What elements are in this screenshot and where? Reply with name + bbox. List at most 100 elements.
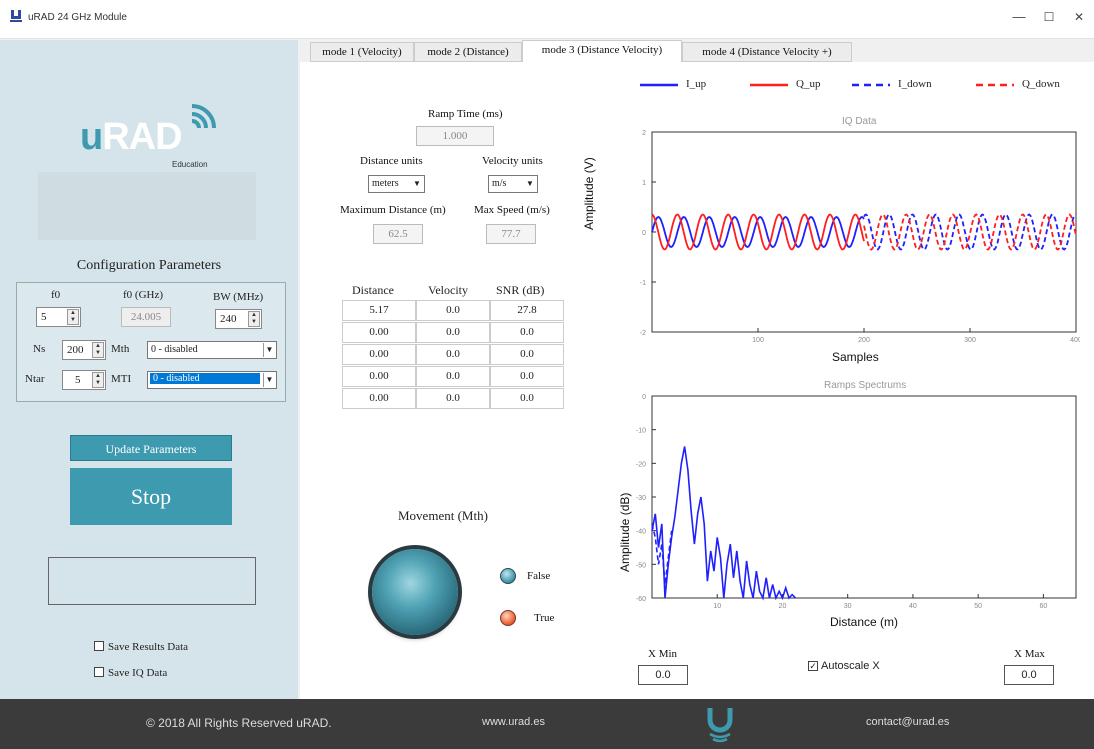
stop-button[interactable]: Stop: [70, 468, 232, 525]
window-title: uRAD 24 GHz Module: [28, 12, 127, 23]
minimize-button[interactable]: —: [1012, 9, 1026, 24]
true-label: True: [534, 612, 555, 624]
spectrum-xlabel: Distance (m): [830, 615, 899, 629]
bw-label: BW (MHz): [213, 291, 264, 303]
f0-label: f0: [51, 289, 61, 301]
mth-label: Mth: [111, 343, 130, 355]
update-parameters-button[interactable]: Update Parameters: [70, 435, 232, 461]
led-false-icon: [500, 568, 516, 584]
series-line-i-up: [651, 216, 865, 248]
x-tick-label: 20: [779, 603, 787, 610]
y-tick-label: 2: [642, 130, 646, 137]
xmin-input[interactable]: 0.0: [638, 665, 688, 685]
iq-xlabel: Samples: [832, 350, 879, 364]
main-panel: Ramp Time (ms) 1.000 Distance units Velo…: [300, 62, 1094, 699]
led-true-icon: [500, 610, 516, 626]
y-tick-label: -10: [636, 428, 646, 435]
ns-spinbox[interactable]: 200 ▲ ▼: [62, 340, 106, 360]
series-line-i-down: [651, 523, 673, 585]
chevron-down-icon[interactable]: ▼: [263, 343, 275, 357]
series-line-i-up: [651, 446, 797, 601]
y-tick-label: -2: [640, 330, 646, 337]
footer-contact[interactable]: contact@urad.es: [866, 716, 950, 728]
title-bar: uRAD 24 GHz Module — ☐ ✕: [0, 0, 1094, 39]
table-cell: 0.0: [490, 388, 564, 409]
y-tick-label: -40: [636, 529, 646, 536]
table-cell: 0.0: [416, 344, 490, 365]
save-iq-checkbox[interactable]: Save IQ Data: [94, 667, 167, 679]
f0ghz-label: f0 (GHz): [123, 289, 164, 301]
tab-mode-3[interactable]: mode 3 (Distance Velocity): [522, 40, 682, 63]
y-tick-label: 0: [642, 394, 646, 401]
spin-arrows-icon[interactable]: ▲ ▼: [92, 372, 104, 388]
ns-value: 200: [67, 344, 84, 356]
series-line-i-down: [863, 213, 1077, 251]
x-tick-label: 60: [1039, 603, 1047, 610]
mth-value: 0 - disabled: [151, 344, 198, 355]
col-header-distance: Distance: [352, 283, 394, 297]
f0-spinbox[interactable]: 5 ▲ ▼: [36, 307, 81, 327]
bw-spinbox[interactable]: 240 ▲ ▼: [215, 309, 262, 329]
tab-mode-4[interactable]: mode 4 (Distance Velocity +): [682, 42, 852, 62]
x-tick-label: 200: [858, 337, 870, 344]
plot-frame: [651, 395, 1077, 599]
distance-units-label: Distance units: [360, 155, 423, 167]
mth-select[interactable]: 0 - disabled ▼: [147, 341, 277, 359]
checkbox-icon[interactable]: [94, 667, 104, 677]
spin-arrows-icon[interactable]: ▲ ▼: [248, 311, 260, 327]
legend-q-up: Q_up: [796, 78, 821, 90]
spin-arrows-icon[interactable]: ▲ ▼: [67, 309, 79, 325]
max-distance-field: 62.5: [373, 224, 423, 244]
y-tick-label: -50: [636, 562, 646, 569]
table-cell: 0.0: [416, 300, 490, 321]
table-cell: 0.00: [342, 366, 416, 387]
mti-label: MTI: [111, 373, 132, 385]
message-box: [48, 557, 256, 605]
table-cell: 27.8: [490, 300, 564, 321]
table-cell: 0.0: [416, 388, 490, 409]
x-tick-label: 30: [844, 603, 852, 610]
table-cell: 5.17: [342, 300, 416, 321]
save-iq-label: Save IQ Data: [108, 667, 168, 679]
table-cell: 0.0: [416, 322, 490, 343]
chevron-down-icon[interactable]: ▼: [526, 179, 534, 188]
series-line-q-up: [651, 213, 865, 251]
xmax-input[interactable]: 0.0: [1004, 665, 1054, 685]
distance-units-select[interactable]: meters ▼: [368, 175, 425, 193]
velocity-units-value: m/s: [492, 178, 507, 189]
movement-title: Movement (Mth): [398, 508, 488, 523]
legend-i-up: I_up: [686, 78, 707, 90]
ns-label: Ns: [33, 343, 46, 355]
maximize-button[interactable]: ☐: [1043, 10, 1055, 24]
xmax-label: X Max: [1014, 648, 1045, 660]
x-tick-label: 100: [752, 337, 764, 344]
x-tick-label: 300: [964, 337, 976, 344]
save-results-checkbox[interactable]: Save Results Data: [94, 641, 188, 653]
spectrum-chart-title: Ramps Spectrums: [824, 380, 907, 391]
chevron-down-icon[interactable]: ▼: [413, 179, 421, 188]
footer-website[interactable]: www.urad.es: [482, 716, 545, 728]
col-header-velocity: Velocity: [428, 283, 468, 297]
y-tick-label: -1: [640, 280, 646, 287]
velocity-units-select[interactable]: m/s ▼: [488, 175, 538, 193]
table-cell: 0.0: [490, 366, 564, 387]
bw-value: 240: [220, 313, 237, 325]
f0ghz-field: 24.005: [121, 307, 171, 327]
y-tick-label: 0: [642, 230, 646, 237]
ntar-value: 5: [75, 374, 81, 386]
tab-mode-1[interactable]: mode 1 (Velocity): [310, 42, 414, 62]
autoscale-x-checkbox[interactable]: ✓ Autoscale X: [808, 660, 880, 672]
tab-mode-2[interactable]: mode 2 (Distance): [414, 42, 522, 62]
max-speed-field: 77.7: [486, 224, 536, 244]
spin-arrows-icon[interactable]: ▲ ▼: [92, 342, 104, 358]
close-button[interactable]: ✕: [1073, 10, 1085, 24]
y-tick-label: -30: [636, 495, 646, 502]
ntar-spinbox[interactable]: 5 ▲ ▼: [62, 370, 106, 390]
legend-lines: [640, 83, 1014, 87]
urad-footer-logo-icon: [707, 708, 733, 743]
chevron-down-icon[interactable]: ▼: [263, 373, 275, 387]
checkmark-icon[interactable]: ✓: [808, 661, 818, 671]
mti-select[interactable]: 0 - disabled ▼: [147, 371, 277, 389]
config-panel: f0 f0 (GHz) BW (MHz) 5 ▲ ▼ 24.005 240 ▲ ▼ …: [16, 282, 286, 402]
checkbox-icon[interactable]: [94, 641, 104, 651]
